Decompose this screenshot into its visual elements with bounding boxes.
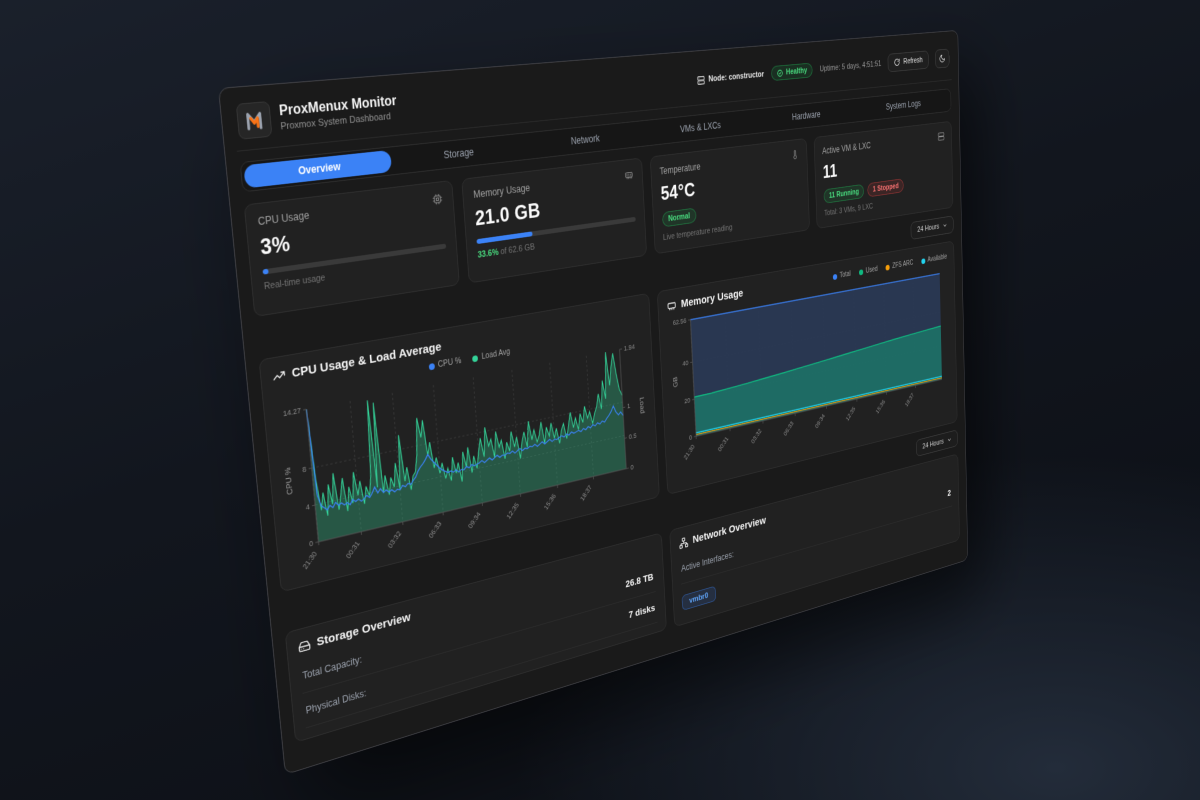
vm-running-badge: 11 Running xyxy=(823,183,865,204)
vm-stopped-badge: 1 Stopped xyxy=(867,178,904,198)
vm-card-label: Active VM & LXC xyxy=(822,140,871,157)
svg-text:09:34: 09:34 xyxy=(814,413,826,430)
chevron-down-icon xyxy=(947,436,952,444)
uptime-label: Uptime: 5 days, 4:51:51 xyxy=(819,59,882,74)
active-vm-lxc-card: Active VM & LXC 11 11 Running 1 Stopped … xyxy=(813,120,954,229)
svg-text:1.94: 1.94 xyxy=(624,343,636,352)
svg-text:1: 1 xyxy=(627,403,631,411)
legend-dot-cpu xyxy=(428,362,435,371)
svg-text:03:32: 03:32 xyxy=(750,428,763,445)
refresh-button[interactable]: Refresh xyxy=(887,50,929,73)
svg-text:8: 8 xyxy=(302,465,307,474)
network-icon xyxy=(678,536,688,550)
tab-overview[interactable]: Overview xyxy=(243,149,392,189)
svg-text:06:33: 06:33 xyxy=(427,520,443,539)
svg-text:14.27: 14.27 xyxy=(283,406,302,418)
time-range-select-1[interactable]: 24 Hours xyxy=(910,215,954,240)
svg-text:Load: Load xyxy=(638,396,646,414)
tab-system-logs[interactable]: System Logs xyxy=(885,98,921,112)
tab-vms-lxcs[interactable]: VMs & LXCs xyxy=(679,119,722,135)
svg-text:21:30: 21:30 xyxy=(302,550,319,570)
legend-dot-total xyxy=(832,273,838,280)
svg-text:CPU %: CPU % xyxy=(283,467,294,496)
temperature-card-label: Temperature xyxy=(659,161,701,177)
memory-icon xyxy=(624,169,633,181)
trending-up-icon xyxy=(272,368,286,384)
dashboard-panel: ProxMenux Monitor Proxmox System Dashboa… xyxy=(218,30,968,775)
svg-text:GB: GB xyxy=(672,376,679,388)
chevron-down-icon xyxy=(942,222,947,229)
svg-text:0: 0 xyxy=(689,434,693,442)
svg-text:4: 4 xyxy=(305,503,310,512)
node-indicator: Node: constructor xyxy=(697,69,764,85)
svg-text:15:36: 15:36 xyxy=(543,492,558,511)
cpu-card-label: CPU Usage xyxy=(257,209,310,228)
legend-dot-load xyxy=(472,354,479,362)
theme-toggle-button[interactable] xyxy=(934,48,950,69)
svg-text:18:37: 18:37 xyxy=(579,484,593,502)
svg-text:20: 20 xyxy=(684,397,690,405)
memory-card-label: Memory Usage xyxy=(473,182,531,201)
temperature-card: Temperature 54°C Normal Live temperature… xyxy=(649,138,810,255)
svg-text:12:35: 12:35 xyxy=(845,406,857,423)
legend-dot-zfs-arc xyxy=(885,264,890,271)
node-label: Node: constructor xyxy=(708,69,765,84)
svg-text:0.5: 0.5 xyxy=(629,432,637,441)
tab-hardware[interactable]: Hardware xyxy=(791,109,821,123)
cpu-progress-fill xyxy=(262,268,269,275)
temperature-status-badge: Normal xyxy=(661,207,697,228)
health-badge: Healthy xyxy=(771,62,813,82)
cpu-icon xyxy=(432,193,443,206)
server-icon xyxy=(697,75,705,86)
thermometer-icon xyxy=(791,149,799,160)
svg-text:0: 0 xyxy=(630,463,634,471)
memory-chart-card: Memory Usage Total Used ZFS ARC Availabl… xyxy=(656,240,958,496)
legend-dot-used xyxy=(858,268,864,276)
svg-text:15:36: 15:36 xyxy=(875,399,886,415)
memory-chart: 21:30 00:31 03:32 06:33 09:34 12:35 15:36 18:37… xyxy=(672,264,950,461)
memory-chart-icon xyxy=(666,299,676,312)
svg-text:00:31: 00:31 xyxy=(345,540,362,560)
memory-progress-fill xyxy=(476,231,533,245)
memory-usage-card: Memory Usage 21.0 GB 33.6% of 62.6 GB xyxy=(461,157,647,284)
svg-text:06:33: 06:33 xyxy=(782,420,794,437)
proxmenux-logo xyxy=(235,101,273,140)
svg-text:09:34: 09:34 xyxy=(467,511,482,530)
svg-text:62.56: 62.56 xyxy=(672,317,686,327)
svg-text:12:35: 12:35 xyxy=(505,501,520,520)
svg-text:00:31: 00:31 xyxy=(717,435,730,452)
interface-pill-vmbr0[interactable]: vmbr0 xyxy=(681,585,716,611)
svg-text:21:30: 21:30 xyxy=(682,443,695,461)
moon-icon xyxy=(939,53,946,63)
svg-text:18:37: 18:37 xyxy=(904,392,915,408)
tab-network[interactable]: Network xyxy=(570,132,600,147)
time-range-select-2[interactable]: 24 Hours xyxy=(916,429,958,457)
server-stack-icon xyxy=(938,131,945,141)
svg-text:40: 40 xyxy=(682,360,689,368)
svg-text:0: 0 xyxy=(309,539,314,548)
svg-text:03:32: 03:32 xyxy=(387,530,403,550)
interfaces-count: 2 xyxy=(947,487,952,499)
check-circle-icon xyxy=(777,69,783,78)
hard-drive-icon xyxy=(298,638,312,654)
legend-dot-available xyxy=(921,257,926,264)
cpu-usage-card: CPU Usage 3% Real-time usage xyxy=(243,180,460,318)
refresh-icon xyxy=(894,58,900,67)
tab-storage[interactable]: Storage xyxy=(443,146,475,161)
